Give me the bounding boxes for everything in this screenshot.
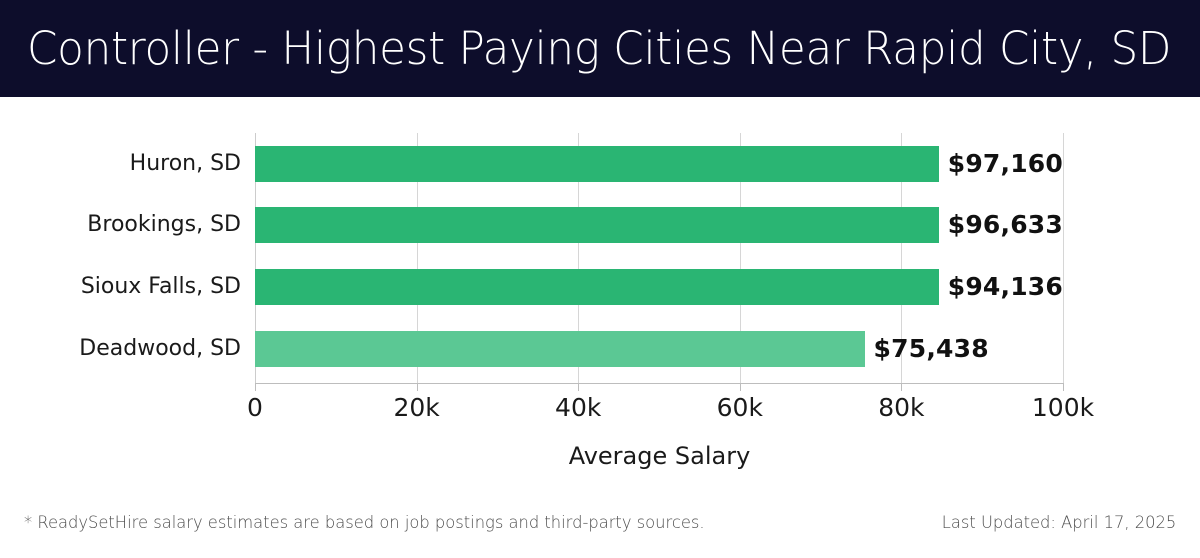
y-axis-label-brookings: Brookings, SD [87, 212, 241, 237]
gridline [1063, 133, 1064, 383]
gridline [416, 133, 418, 383]
x-axis-tick-label: 60k [716, 393, 763, 422]
bars-layer: $97,160 $96,633 $94,136 $75,438 [255, 133, 1063, 383]
x-axis-tick-mark [578, 383, 580, 391]
bar-row[interactable]: $97,160 [255, 133, 1063, 194]
x-axis-tick-mark [901, 383, 903, 391]
x-axis-tick-label: 80k [878, 393, 925, 422]
bar-sioux-falls[interactable] [255, 268, 939, 305]
x-axis-tick-label: 0 [247, 393, 263, 422]
bar-value-sioux-falls: $94,136 [947, 272, 1063, 301]
x-axis-tick-label: 20k [393, 393, 440, 422]
gridline [901, 133, 903, 383]
page-title: Controller - Highest Paying Cities Near … [27, 22, 1172, 75]
y-axis-label-huron: Huron, SD [129, 151, 241, 176]
x-axis-tick-mark [739, 383, 741, 391]
x-axis-title: Average Salary [568, 442, 751, 470]
bar-value-deadwood: $75,438 [873, 334, 989, 363]
bar-brookings[interactable] [255, 206, 939, 243]
x-axis-tick-mark [416, 383, 418, 391]
chart-canvas: $97,160 $96,633 $94,136 $75,438 [255, 133, 1064, 383]
bar-deadwood[interactable] [255, 330, 865, 367]
gridline [578, 133, 580, 383]
bar-value-huron: $97,160 [947, 149, 1063, 178]
x-axis-tick-label: 100k [1031, 393, 1095, 422]
gridline [739, 133, 741, 383]
y-axis-label-deadwood: Deadwood, SD [79, 336, 241, 361]
y-axis-label-sioux-falls: Sioux Falls, SD [80, 274, 241, 299]
footer-disclaimer: * ReadySetHire salary estimates are base… [24, 513, 705, 533]
bar-row[interactable]: $75,438 [255, 318, 1063, 379]
footer-last-updated: Last Updated: April 17, 2025 [941, 513, 1176, 533]
x-axis-line [255, 383, 1064, 384]
chart-header-bar: Controller - Highest Paying Cities Near … [0, 0, 1200, 97]
chart-footer: * ReadySetHire salary estimates are base… [0, 505, 1200, 558]
x-axis-tick-mark [1063, 383, 1064, 391]
x-axis-tick-label: 40k [555, 393, 602, 422]
bar-value-brookings: $96,633 [947, 210, 1063, 239]
chart-plot-area: Huron, SD Brookings, SD Sioux Falls, SD … [0, 97, 1200, 492]
bar-huron[interactable] [255, 145, 939, 182]
gridline [255, 133, 256, 383]
y-axis-category-labels: Huron, SD Brookings, SD Sioux Falls, SD … [0, 133, 241, 383]
bar-row[interactable]: $94,136 [255, 256, 1063, 317]
bar-row[interactable]: $96,633 [255, 194, 1063, 255]
x-axis-tick-mark [255, 383, 256, 391]
